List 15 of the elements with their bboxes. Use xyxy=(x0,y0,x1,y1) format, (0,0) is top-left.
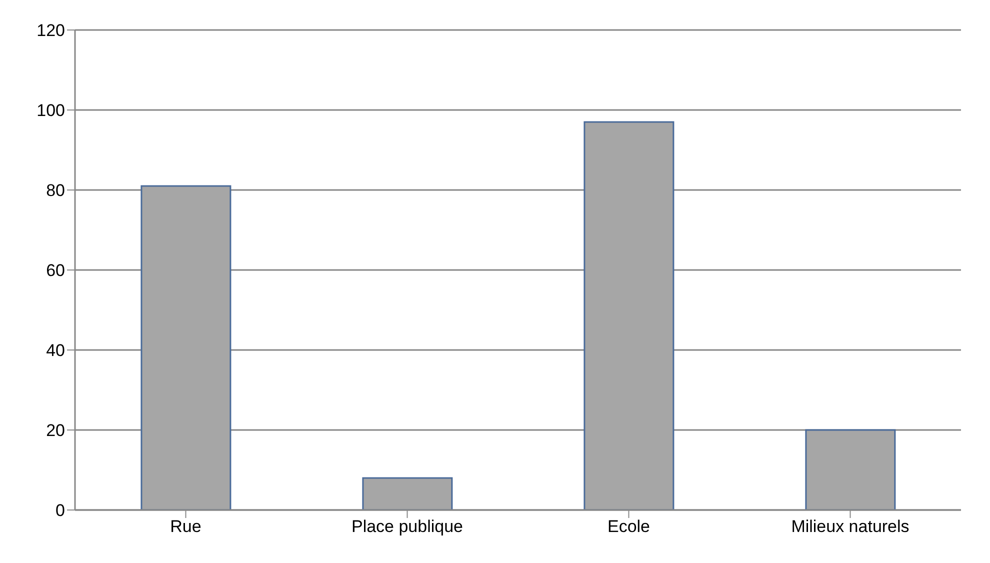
bar xyxy=(362,477,453,510)
y-tick-label: 80 xyxy=(46,181,65,200)
bar xyxy=(584,121,674,510)
x-tick-label: Milieux naturels xyxy=(791,517,910,536)
x-tick-label: Rue xyxy=(170,517,202,536)
y-tick-label: 100 xyxy=(36,101,65,120)
x-tick-label: Ecole xyxy=(607,517,650,536)
x-tick-label: Place publique xyxy=(351,517,464,536)
y-tick-label: 120 xyxy=(36,21,65,40)
y-tick-label: 40 xyxy=(46,341,65,360)
y-tick-label: 60 xyxy=(46,261,65,280)
y-tick-label: 0 xyxy=(56,501,65,520)
y-tick-label: 20 xyxy=(46,421,65,440)
bar xyxy=(805,429,896,510)
bar xyxy=(140,185,232,510)
